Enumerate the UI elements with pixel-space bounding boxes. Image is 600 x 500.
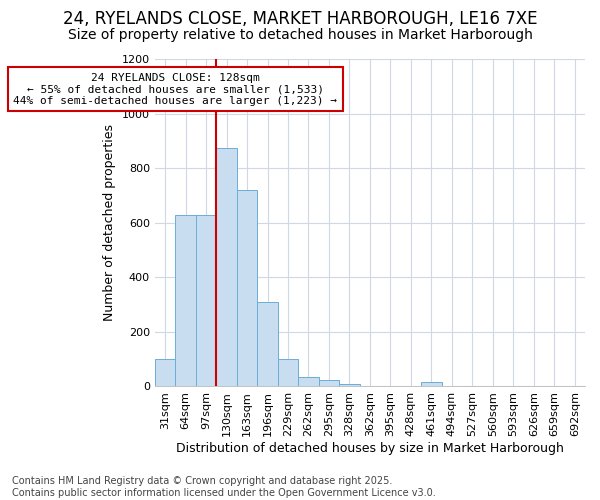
Text: 24, RYELANDS CLOSE, MARKET HARBOROUGH, LE16 7XE: 24, RYELANDS CLOSE, MARKET HARBOROUGH, L…	[63, 10, 537, 28]
Bar	[155, 359, 175, 386]
Bar	[257, 302, 278, 386]
Bar	[319, 380, 339, 386]
Bar	[217, 148, 237, 386]
Text: Size of property relative to detached houses in Market Harborough: Size of property relative to detached ho…	[68, 28, 532, 42]
Bar	[237, 190, 257, 386]
X-axis label: Distribution of detached houses by size in Market Harborough: Distribution of detached houses by size …	[176, 442, 564, 455]
Bar	[175, 214, 196, 386]
Y-axis label: Number of detached properties: Number of detached properties	[103, 124, 116, 321]
Text: 24 RYELANDS CLOSE: 128sqm
← 55% of detached houses are smaller (1,533)
44% of se: 24 RYELANDS CLOSE: 128sqm ← 55% of detac…	[13, 72, 337, 106]
Bar	[196, 214, 217, 386]
Bar	[421, 382, 442, 386]
Bar	[339, 384, 359, 386]
Text: Contains HM Land Registry data © Crown copyright and database right 2025.
Contai: Contains HM Land Registry data © Crown c…	[12, 476, 436, 498]
Bar	[278, 359, 298, 386]
Bar	[298, 377, 319, 386]
